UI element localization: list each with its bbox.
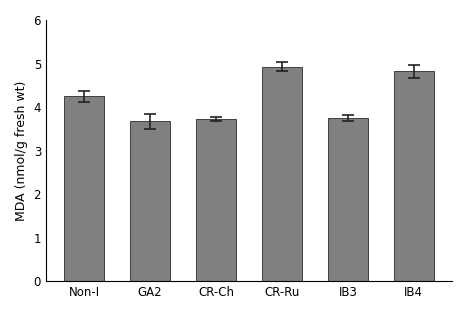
Bar — [196, 119, 236, 281]
Bar — [328, 118, 368, 281]
Bar — [130, 122, 170, 281]
Bar — [262, 67, 302, 281]
Bar — [64, 96, 104, 281]
Y-axis label: MDA (nmol/g fresh wt): MDA (nmol/g fresh wt) — [15, 80, 28, 221]
Bar — [394, 71, 433, 281]
